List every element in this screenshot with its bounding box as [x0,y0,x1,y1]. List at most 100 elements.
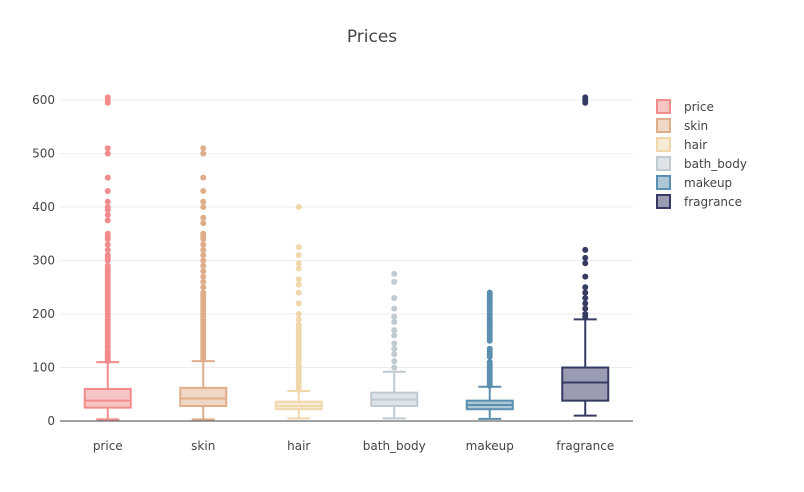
skin-outlier-26 [200,284,207,291]
skin-outlier-41 [200,198,207,205]
y-tick-label-200: 200 [32,307,55,321]
bath_body-outlier-0 [391,364,398,371]
hair-outlier-27 [295,311,302,318]
price-outlier-50 [104,204,111,211]
fragrance-outlier-3 [582,300,589,307]
fragrance-outlier-13 [582,94,589,101]
fragrance-outlier-1 [582,311,589,318]
price-outlier-55 [104,145,111,152]
legend-item-skin[interactable]: skin [656,118,708,133]
skin-outlier-38 [200,220,207,227]
skin-outlier-30 [200,262,207,269]
skin-outlier-39 [200,214,207,221]
skin-outlier-42 [200,187,207,194]
bath_body-outlier-11 [391,278,398,285]
hair-outlier-36 [295,204,302,211]
legend-swatch-skin [656,118,671,133]
fragrance-outlier-6 [582,284,589,291]
skin-outlier-37 [200,230,207,237]
fragrance-outlier-8 [582,260,589,267]
x-tick-label-fragrance: fragrance [556,439,614,453]
y-tick-label-300: 300 [32,254,55,268]
bath_body-outlier-4 [391,340,398,347]
bath_body-outlier-2 [391,351,398,358]
price-outlier-48 [104,212,111,219]
y-tick-label-400: 400 [32,200,55,214]
fragrance-outlier-5 [582,289,589,296]
makeup-outlier-32 [486,289,493,296]
legend-swatch-bath_body [656,156,671,171]
price-outlier-38 [104,262,111,269]
legend-item-hair[interactable]: hair [656,137,707,152]
hair-outlier-33 [295,260,302,267]
hair-outlier-31 [295,276,302,283]
legend-item-price[interactable]: price [656,99,714,114]
price-outlier-46 [104,230,111,237]
bath_body-outlier-10 [391,294,398,301]
bath_body-outlier-12 [391,270,398,277]
x-axis: price skin hair bath_body makeup fragrance [93,439,614,453]
hair-outlier-32 [295,265,302,272]
price-outlier-47 [104,217,111,224]
hair-outlier-26 [295,316,302,323]
skin-iqr-box [179,386,228,408]
skin-outlier-44 [200,150,207,157]
bath_body-outlier-6 [391,327,398,334]
hair-outlier-34 [295,252,302,259]
box-makeup[interactable] [465,289,514,420]
skin-outlier-43 [200,174,207,181]
y-axis: 0 100 200 300 400 500 600 [32,93,55,428]
plot-area [83,94,610,421]
legend-label-makeup: makeup [684,176,732,190]
price-outlier-54 [104,150,111,157]
legend-label-bath_body: bath_body [684,157,747,171]
skin-outlier-27 [200,278,207,285]
legend-swatch-fragrance [656,194,671,209]
fragrance-outlier-9 [582,254,589,261]
price-outlier-43 [104,241,111,248]
bath_body-outlier-5 [391,332,398,339]
x-tick-label-hair: hair [287,439,310,453]
x-tick-label-makeup: makeup [466,439,514,453]
skin-outlier-34 [200,241,207,248]
box-bath_body[interactable] [370,270,419,420]
legend-item-fragrance[interactable]: fragrance [656,194,742,209]
box-price[interactable] [83,94,132,421]
grid-lines [60,99,633,422]
legend-item-makeup[interactable]: makeup [656,175,732,190]
legend-item-bath_body[interactable]: bath_body [656,156,747,171]
chart-title: Prices [347,27,397,47]
y-tick-label-500: 500 [32,147,55,161]
price-outlier-51 [104,198,111,205]
bath_body-outlier-8 [391,313,398,320]
fragrance-outlier-2 [582,305,589,312]
fragrance-outlier-10 [582,246,589,253]
bath_body-outlier-3 [391,345,398,352]
box-fragrance[interactable] [561,94,610,417]
bath_body-outlier-1 [391,358,398,365]
makeup-outlier-9 [486,359,493,366]
y-tick-label-600: 600 [32,93,55,107]
legend-swatch-price [656,99,671,114]
hair-outlier-30 [295,281,302,288]
legend-label-price: price [684,100,714,114]
x-tick-label-bath_body: bath_body [363,439,426,453]
legend-swatch-makeup [656,175,671,190]
box-hair[interactable] [274,204,323,420]
price-outlier-42 [104,246,111,253]
skin-outlier-31 [200,257,207,264]
skin-outlier-28 [200,273,207,280]
skin-outlier-40 [200,204,207,211]
fragrance-outlier-4 [582,294,589,301]
y-tick-label-0: 0 [47,414,55,428]
hair-outlier-29 [295,289,302,296]
skin-outlier-32 [200,252,207,259]
price-iqr-box [83,387,132,409]
skin-outlier-45 [200,145,207,152]
x-tick-label-skin: skin [191,439,215,453]
legend-label-fragrance: fragrance [684,195,742,209]
price-outlier-53 [104,174,111,181]
box-skin[interactable] [179,145,228,421]
